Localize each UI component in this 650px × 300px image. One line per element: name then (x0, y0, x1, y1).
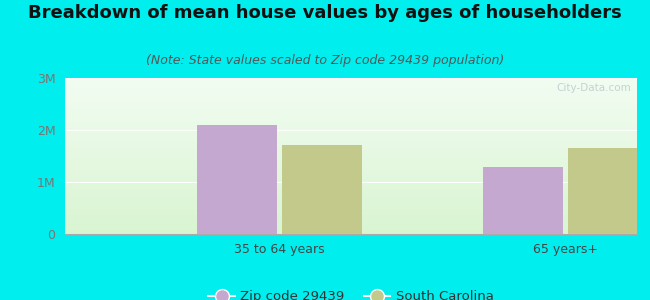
Text: City-Data.com: City-Data.com (556, 83, 631, 93)
Text: Breakdown of mean house values by ages of householders: Breakdown of mean house values by ages o… (28, 4, 622, 22)
Legend: Zip code 29439, South Carolina: Zip code 29439, South Carolina (203, 285, 499, 300)
Bar (196, 125, 277, 234)
Bar (282, 145, 363, 234)
Text: (Note: State values scaled to Zip code 29439 population): (Note: State values scaled to Zip code 2… (146, 54, 504, 67)
Bar (482, 167, 563, 234)
Bar (568, 148, 649, 234)
